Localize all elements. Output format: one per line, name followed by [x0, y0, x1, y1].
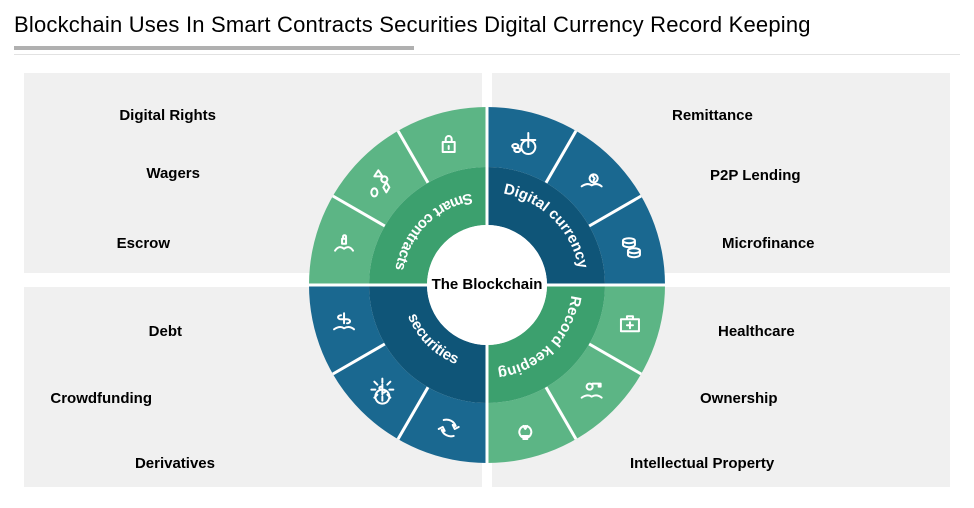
center-label: The Blockchain — [427, 276, 547, 294]
segment-label: Healthcare — [718, 323, 868, 340]
diagram-area: Smart contractsDigital currencysecuritie… — [0, 65, 974, 505]
segment-label: P2P Lending — [710, 167, 860, 184]
segment-label: Crowdfunding — [2, 390, 152, 407]
segment-label: Microfinance — [722, 235, 872, 252]
page-title: Blockchain Uses In Smart Contracts Secur… — [0, 0, 974, 46]
segment-label: Debt — [32, 323, 182, 340]
segment-label: Escrow — [20, 235, 170, 252]
segment-label: Derivatives — [65, 455, 215, 472]
segment-label: Digital Rights — [66, 107, 216, 124]
segment-label: Remittance — [672, 107, 822, 124]
segment-label: Intellectual Property — [630, 455, 780, 472]
segment-label: Ownership — [700, 390, 850, 407]
segment-label: Wagers — [50, 165, 200, 182]
title-thin-bar — [14, 54, 960, 55]
title-accent-bar — [14, 46, 414, 50]
